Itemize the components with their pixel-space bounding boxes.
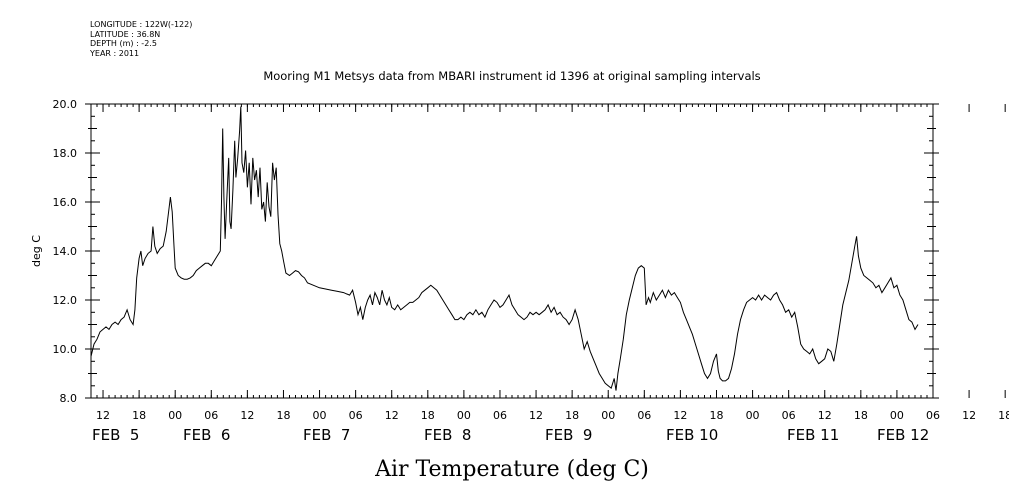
- x-tick-label: 00: [457, 409, 471, 422]
- x-tick-label: 18: [132, 409, 146, 422]
- x-day-label: FEB 10: [666, 426, 718, 444]
- x-tick-label: 12: [529, 409, 543, 422]
- plot-frame: [90, 103, 934, 399]
- x-tick-label: 12: [385, 409, 399, 422]
- x-tick-label: 00: [746, 409, 760, 422]
- x-tick-label: 06: [926, 409, 940, 422]
- x-tick-label: 12: [240, 409, 254, 422]
- chart-title: Mooring M1 Metsys data from MBARI instru…: [263, 69, 760, 83]
- x-tick-label: 18: [565, 409, 579, 422]
- x-day-label: FEB 7: [303, 426, 350, 444]
- x-tick-label: 18: [709, 409, 723, 422]
- y-axis: 8.0 10.0 12.0 14.0 16.0 18.0 20.0: [53, 98, 939, 405]
- temperature-series-line: [90, 106, 919, 391]
- metadata-block: LONGITUDE : 122W(-122) LATITUDE : 36.8N …: [90, 20, 192, 58]
- x-tick-label: 00: [601, 409, 615, 422]
- x-tick-label: 12: [673, 409, 687, 422]
- x-tick-label: 12: [962, 409, 976, 422]
- x-tick-label: 06: [637, 409, 651, 422]
- minor-ticks: [90, 103, 934, 399]
- y-tick-label: 14.0: [53, 245, 78, 258]
- year-text: YEAR : 2011: [90, 48, 140, 58]
- y-tick-label: 16.0: [53, 196, 78, 209]
- x-tick-label: 18: [998, 409, 1009, 422]
- x-tick-label: 18: [276, 409, 290, 422]
- y-tick-label: 8.0: [60, 392, 78, 405]
- x-axis: 12 18 00 06 12 18 00 06 12 18 00 06 12 18 00 06 12 18 00 06…: [92, 104, 1009, 444]
- x-day-label: FEB 9: [545, 426, 592, 444]
- x-day-label: FEB 11: [787, 426, 839, 444]
- x-tick-label: 18: [421, 409, 435, 422]
- x-day-label: FEB 8: [424, 426, 471, 444]
- y-tick-label: 18.0: [53, 147, 78, 160]
- x-tick-label: 06: [204, 409, 218, 422]
- x-tick-label: 06: [493, 409, 507, 422]
- depth-text: DEPTH (m) : -2.5: [90, 39, 157, 48]
- y-tick-label: 20.0: [53, 98, 78, 111]
- longitude-text: LONGITUDE : 122W(-122): [90, 20, 193, 29]
- y-tick-label: 12.0: [53, 294, 78, 307]
- y-tick-label: 10.0: [53, 343, 78, 356]
- latitude-text: LATITUDE : 36.8N: [90, 29, 161, 39]
- x-tick-label: 18: [854, 409, 868, 422]
- x-tick-label: 12: [96, 409, 110, 422]
- x-tick-label: 12: [818, 409, 832, 422]
- x-tick-label: 00: [313, 409, 327, 422]
- x-tick-label: 06: [782, 409, 796, 422]
- x-tick-label: 00: [890, 409, 904, 422]
- x-day-label: FEB 5: [92, 426, 139, 444]
- y-axis-label: deg C: [30, 235, 43, 267]
- x-tick-label: 06: [349, 409, 363, 422]
- x-day-label: FEB 6: [183, 426, 230, 444]
- x-axis-label: Air Temperature (deg C): [374, 457, 649, 482]
- x-day-label: FEB 12: [877, 426, 929, 444]
- x-tick-label: 00: [168, 409, 182, 422]
